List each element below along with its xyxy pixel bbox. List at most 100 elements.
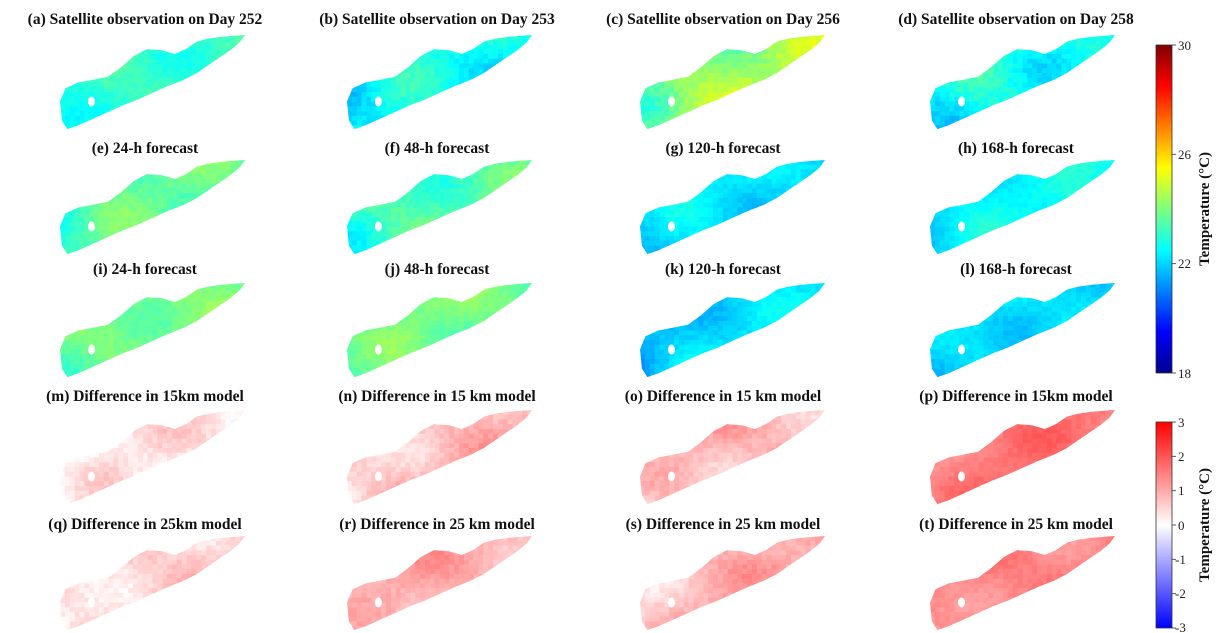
difference-colorbar-ticks bbox=[1172, 421, 1176, 629]
lake-field bbox=[930, 160, 1115, 255]
island bbox=[374, 221, 382, 232]
lake-field bbox=[60, 160, 245, 255]
lake-map-panel bbox=[930, 160, 1115, 255]
lake-map-panel bbox=[930, 35, 1115, 130]
lake-field bbox=[347, 160, 532, 255]
panel-title: (n) Difference in 15 km model bbox=[338, 388, 536, 405]
panel-title: (e) 24-h forecast bbox=[92, 140, 199, 157]
difference-tick-label: 3 bbox=[1178, 415, 1185, 430]
lake-field bbox=[640, 410, 825, 505]
panel-title: (j) 48-h forecast bbox=[385, 261, 491, 278]
island bbox=[668, 471, 675, 482]
panel-title: (h) 168-h forecast bbox=[958, 140, 1075, 157]
panel-title: (d) Satellite observation on Day 258 bbox=[898, 11, 1134, 28]
lake-map-panel bbox=[347, 410, 532, 505]
temperature-tick-label: 22 bbox=[1178, 256, 1191, 271]
island bbox=[374, 471, 382, 482]
difference-colorbar-gradient bbox=[1155, 421, 1173, 629]
panel-title: (q) Difference in 25km model bbox=[48, 516, 242, 533]
lake-field bbox=[640, 283, 825, 378]
lake-map-panel bbox=[347, 283, 532, 378]
difference-tick-label: -2 bbox=[1175, 586, 1186, 601]
island bbox=[668, 221, 675, 232]
island bbox=[958, 96, 965, 107]
temperature-colorbar: 30 26 22 18 Temperature (°C) bbox=[1155, 38, 1213, 381]
difference-tick-label: -1 bbox=[1175, 552, 1186, 567]
island bbox=[88, 344, 95, 355]
lake-field bbox=[347, 283, 532, 378]
island bbox=[668, 96, 675, 107]
panel-title: (r) Difference in 25 km model bbox=[339, 516, 535, 533]
island bbox=[88, 96, 95, 107]
panel-title: (f) 48-h forecast bbox=[385, 140, 491, 157]
temperature-colorbar-ticks bbox=[1172, 44, 1176, 374]
lake-field bbox=[930, 536, 1115, 630]
island bbox=[374, 96, 382, 107]
lake-map-panel bbox=[640, 410, 825, 505]
lake-field bbox=[930, 35, 1115, 130]
lake-field bbox=[60, 35, 245, 130]
lake-field bbox=[60, 283, 245, 378]
lake-map-panel bbox=[347, 35, 532, 130]
difference-tick-label: -3 bbox=[1175, 620, 1186, 633]
island bbox=[958, 471, 965, 482]
lake-map-panel bbox=[60, 410, 245, 505]
panel-title: (o) Difference in 15 km model bbox=[625, 388, 822, 405]
lake-map-panel bbox=[930, 283, 1115, 378]
lake-field bbox=[60, 536, 245, 630]
lake-field bbox=[347, 536, 532, 630]
panel-title: (l) 168-h forecast bbox=[960, 261, 1072, 278]
panel-title: (b) Satellite observation on Day 253 bbox=[319, 11, 555, 28]
island bbox=[958, 344, 965, 355]
lake-field bbox=[347, 410, 532, 505]
lake-field bbox=[930, 410, 1115, 505]
temperature-tick-label: 30 bbox=[1178, 38, 1191, 53]
difference-tick-label: 2 bbox=[1178, 449, 1185, 464]
lake-field bbox=[347, 35, 532, 130]
lake-map-panel bbox=[930, 536, 1115, 630]
lake-map-panel bbox=[640, 283, 825, 378]
panel-title: (s) Difference in 25 km model bbox=[626, 516, 821, 533]
temperature-tick-label: 26 bbox=[1178, 147, 1192, 162]
island bbox=[668, 344, 675, 355]
difference-colorbar-label: Temperature (°C) bbox=[1197, 468, 1213, 582]
lake-field bbox=[930, 283, 1115, 378]
panel-title: (m) Difference in 15km model bbox=[46, 388, 244, 405]
panel-title: (c) Satellite observation on Day 256 bbox=[606, 11, 840, 28]
panel-title: (t) Difference in 25 km model bbox=[919, 516, 1114, 533]
lake-field bbox=[60, 410, 245, 505]
island bbox=[958, 597, 965, 608]
panel-title: (p) Difference in 15km model bbox=[919, 388, 1113, 405]
panel-title: (k) 120-h forecast bbox=[665, 261, 782, 278]
panel-title: (a) Satellite observation on Day 252 bbox=[28, 11, 263, 28]
island bbox=[88, 597, 95, 608]
island bbox=[668, 597, 675, 608]
island bbox=[374, 597, 382, 608]
lake-map-panel bbox=[930, 410, 1115, 505]
temperature-colorbar-label: Temperature (°C) bbox=[1197, 152, 1213, 266]
island bbox=[374, 344, 382, 355]
panel-title: (g) 120-h forecast bbox=[665, 140, 781, 157]
island bbox=[958, 221, 965, 232]
difference-tick-label: 0 bbox=[1178, 518, 1185, 533]
panel-title: (i) 24-h forecast bbox=[93, 261, 198, 278]
difference-colorbar: 3 2 1 0 -1 -2 -3 Temperature (°C) bbox=[1155, 415, 1213, 633]
difference-tick-label: 1 bbox=[1178, 483, 1185, 498]
lake-map-panel bbox=[60, 536, 245, 630]
lake-map-panel bbox=[640, 35, 825, 130]
island bbox=[88, 221, 95, 232]
island bbox=[88, 471, 95, 482]
lake-map-panel bbox=[60, 160, 245, 255]
lake-map-panel bbox=[347, 160, 532, 255]
lake-field bbox=[640, 536, 825, 630]
temperature-tick-label: 18 bbox=[1178, 366, 1191, 381]
lake-field bbox=[640, 35, 825, 130]
lake-map-panel bbox=[347, 536, 532, 630]
lake-field bbox=[640, 160, 825, 255]
lake-map-panel bbox=[60, 283, 245, 378]
temperature-colorbar-gradient bbox=[1155, 44, 1173, 374]
lake-map-panel bbox=[640, 160, 825, 255]
lake-map-panel bbox=[640, 536, 825, 630]
lake-map-panel bbox=[60, 35, 245, 130]
